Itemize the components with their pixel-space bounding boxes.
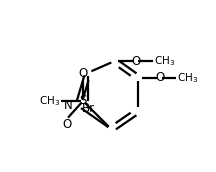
Text: O: O <box>63 119 72 131</box>
Text: N: N <box>64 99 73 112</box>
Text: O: O <box>132 55 141 68</box>
Text: CH$_3$: CH$_3$ <box>177 71 198 85</box>
Text: S: S <box>79 94 87 108</box>
Text: CH$_3$: CH$_3$ <box>39 94 60 108</box>
Text: CH$_3$: CH$_3$ <box>154 54 175 68</box>
Text: O: O <box>78 67 88 80</box>
Text: O: O <box>155 71 164 84</box>
Text: Br: Br <box>81 102 95 115</box>
